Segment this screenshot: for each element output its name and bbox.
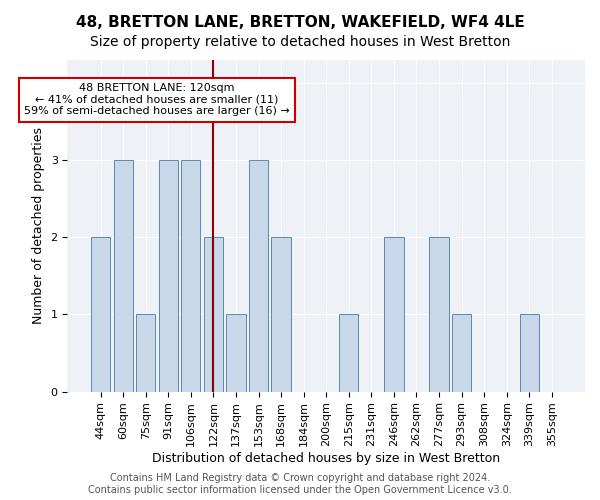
Bar (339, 314, 358, 392)
Bar (91, 238, 110, 392)
Bar (158, 160, 178, 392)
X-axis label: Distribution of detached houses by size in West Bretton: Distribution of detached houses by size … (152, 452, 500, 465)
Text: 48, BRETTON LANE, BRETTON, WAKEFIELD, WF4 4LE: 48, BRETTON LANE, BRETTON, WAKEFIELD, WF… (76, 15, 524, 30)
Bar (113, 160, 133, 392)
Bar (226, 314, 245, 392)
Bar (204, 238, 223, 392)
Bar (430, 238, 449, 392)
Bar (520, 314, 539, 392)
Y-axis label: Number of detached properties: Number of detached properties (32, 128, 45, 324)
Text: Size of property relative to detached houses in West Bretton: Size of property relative to detached ho… (90, 35, 510, 49)
Bar (385, 238, 404, 392)
Bar (271, 238, 290, 392)
Text: Contains HM Land Registry data © Crown copyright and database right 2024.
Contai: Contains HM Land Registry data © Crown c… (88, 474, 512, 495)
Text: 48 BRETTON LANE: 120sqm
← 41% of detached houses are smaller (11)
59% of semi-de: 48 BRETTON LANE: 120sqm ← 41% of detache… (24, 83, 290, 116)
Bar (249, 160, 268, 392)
Bar (136, 314, 155, 392)
Bar (181, 160, 200, 392)
Bar (452, 314, 471, 392)
